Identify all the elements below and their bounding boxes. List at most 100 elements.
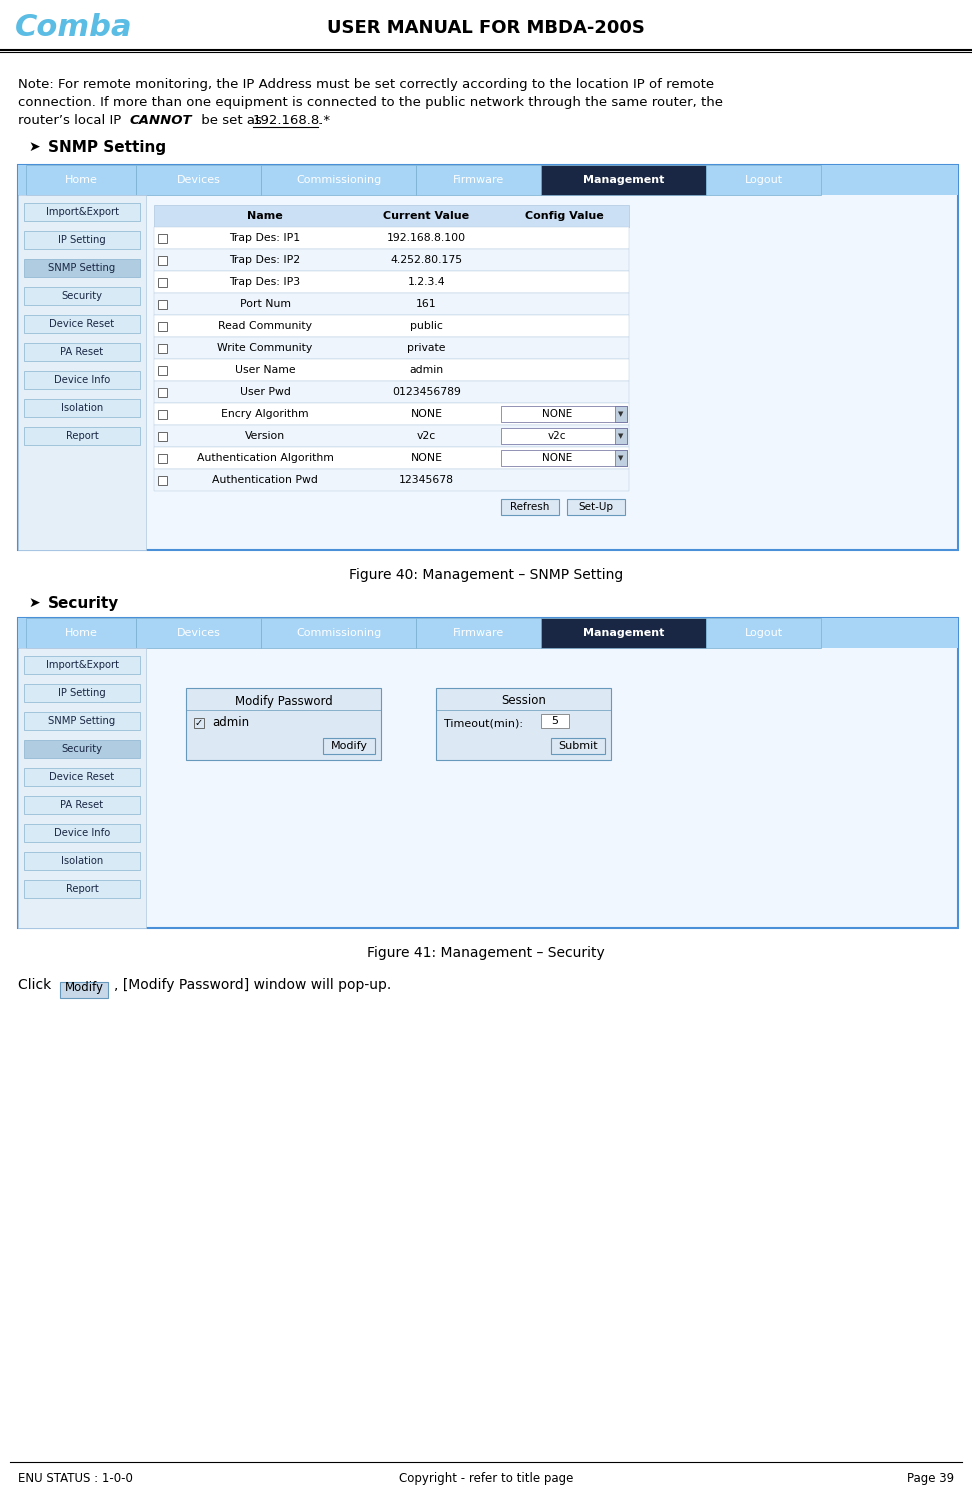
Text: Security: Security	[61, 744, 102, 754]
Text: Device Info: Device Info	[53, 828, 110, 838]
Bar	[501, 450, 627, 467]
Text: Current Value: Current Value	[383, 212, 469, 221]
Text: Set-Up: Set-Up	[578, 502, 613, 511]
Bar	[158, 300, 167, 309]
Text: connection. If more than one equipment is connected to the public network throug: connection. If more than one equipment i…	[18, 95, 723, 109]
Text: 5: 5	[551, 716, 559, 726]
Bar	[18, 195, 146, 550]
Text: Report: Report	[66, 431, 98, 441]
Text: admin: admin	[409, 365, 443, 376]
Bar	[541, 714, 569, 728]
Text: , [Modify Password] window will pop-up.: , [Modify Password] window will pop-up.	[114, 978, 392, 992]
Text: SNMP Setting: SNMP Setting	[49, 262, 116, 273]
Bar	[436, 687, 611, 760]
Bar	[501, 428, 627, 444]
Bar	[501, 499, 559, 514]
Bar	[261, 617, 416, 649]
Bar	[24, 880, 140, 898]
Bar	[551, 738, 605, 754]
Bar	[194, 719, 204, 728]
Text: Management: Management	[583, 174, 664, 185]
Bar	[24, 684, 140, 702]
Text: Figure 41: Management – Security: Figure 41: Management – Security	[367, 945, 605, 960]
Bar	[18, 166, 958, 550]
Bar	[24, 231, 140, 249]
Bar	[24, 740, 140, 757]
Bar	[154, 425, 629, 447]
Text: Report: Report	[66, 884, 98, 895]
Bar	[24, 259, 140, 277]
Bar	[154, 447, 629, 470]
Text: 4.252.80.175: 4.252.80.175	[391, 255, 463, 265]
Text: private: private	[407, 343, 446, 353]
Text: User Name: User Name	[234, 365, 295, 376]
Text: Write Community: Write Community	[218, 343, 313, 353]
Text: ▼: ▼	[618, 455, 624, 461]
Bar	[24, 713, 140, 731]
Text: Commissioning: Commissioning	[295, 174, 381, 185]
Text: Firmware: Firmware	[453, 628, 504, 638]
Bar	[541, 617, 706, 649]
Text: Trap Des: IP2: Trap Des: IP2	[229, 255, 300, 265]
Bar	[154, 359, 629, 382]
Text: Device Info: Device Info	[53, 376, 110, 385]
Text: 1.2.3.4: 1.2.3.4	[407, 277, 445, 286]
Text: Management: Management	[583, 628, 664, 638]
Bar	[154, 470, 629, 491]
Bar	[158, 277, 167, 286]
Text: IP Setting: IP Setting	[58, 236, 106, 245]
Text: Comba: Comba	[15, 13, 132, 43]
Text: .: .	[318, 113, 322, 127]
Bar	[158, 388, 167, 397]
Bar	[541, 166, 706, 195]
Bar	[24, 796, 140, 814]
Text: Import&Export: Import&Export	[46, 661, 119, 669]
Bar	[615, 428, 627, 444]
Bar	[501, 406, 627, 422]
Bar	[136, 166, 261, 195]
Bar	[158, 410, 167, 419]
Bar	[26, 166, 136, 195]
Text: Commissioning: Commissioning	[295, 628, 381, 638]
Text: ✓: ✓	[195, 719, 203, 728]
Text: Isolation: Isolation	[61, 403, 103, 413]
Text: router’s local IP: router’s local IP	[18, 113, 125, 127]
Bar	[24, 371, 140, 389]
Bar	[154, 337, 629, 359]
Bar	[615, 450, 627, 467]
Text: Home: Home	[64, 628, 97, 638]
Text: PA Reset: PA Reset	[60, 801, 104, 810]
Text: v2c: v2c	[417, 431, 436, 441]
Text: Name: Name	[247, 212, 283, 221]
Text: Modify Password: Modify Password	[234, 695, 332, 708]
Bar	[24, 426, 140, 444]
Text: Logout: Logout	[745, 628, 782, 638]
Text: 161: 161	[416, 300, 436, 309]
Text: Devices: Devices	[177, 174, 221, 185]
Text: Config Value: Config Value	[525, 212, 604, 221]
Bar	[186, 687, 381, 760]
Text: Authentication Algorithm: Authentication Algorithm	[196, 453, 333, 464]
Text: USER MANUAL FOR MBDA-200S: USER MANUAL FOR MBDA-200S	[327, 19, 645, 37]
Text: ➤: ➤	[28, 140, 40, 154]
Bar	[416, 617, 541, 649]
Text: v2c: v2c	[548, 431, 567, 441]
Bar	[154, 382, 629, 403]
Text: Import&Export: Import&Export	[46, 207, 119, 218]
Text: Isolation: Isolation	[61, 856, 103, 866]
Text: Device Reset: Device Reset	[50, 772, 115, 781]
Bar	[154, 227, 629, 249]
Bar	[24, 768, 140, 786]
Bar	[24, 343, 140, 361]
Bar	[615, 406, 627, 422]
Bar	[24, 203, 140, 221]
Bar	[154, 403, 629, 425]
Text: Modify: Modify	[64, 981, 103, 994]
Bar	[261, 166, 416, 195]
Text: Timeout(min):: Timeout(min):	[444, 719, 523, 728]
Bar	[706, 166, 821, 195]
Text: Logout: Logout	[745, 174, 782, 185]
Bar	[60, 983, 108, 997]
Text: ➤: ➤	[28, 596, 40, 610]
Text: 192.168.8.*: 192.168.8.*	[253, 113, 331, 127]
